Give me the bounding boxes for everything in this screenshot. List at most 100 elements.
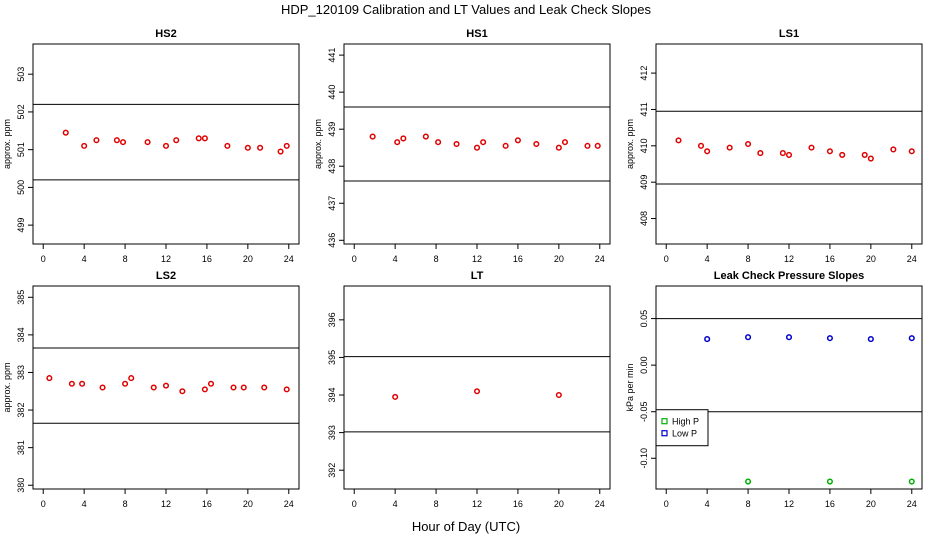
series-0-point [81, 142, 88, 149]
y-tick-label: 392 [327, 463, 337, 478]
series-0-point [697, 142, 705, 149]
x-tick-label: 16 [513, 499, 523, 509]
series-0-point [179, 388, 186, 395]
x-tick-label: 4 [393, 254, 398, 264]
x-tick-label: 12 [472, 254, 482, 264]
panel-title: LS2 [156, 270, 176, 282]
x-tick-label: 0 [352, 254, 357, 264]
legend-box [655, 409, 709, 447]
series-0-point [435, 139, 442, 146]
y-tick-label: 385 [16, 290, 26, 305]
series-0-point [244, 144, 251, 151]
x-tick-label: 8 [434, 254, 439, 264]
series-0-point [144, 139, 151, 146]
series-0-point [826, 148, 833, 155]
y-tick-label: 383 [16, 365, 26, 380]
y-axis-label: approx. ppm [2, 362, 12, 412]
x-tick-label: 24 [284, 499, 294, 509]
x-tick-label: 16 [202, 254, 212, 264]
y-tick-label: 501 [16, 142, 26, 157]
series-0-point [584, 142, 591, 149]
x-tick-label: 20 [554, 254, 564, 264]
y-tick-label: 396 [327, 312, 337, 327]
series-0-point [726, 144, 733, 151]
low-p-point [785, 334, 793, 341]
series-0-point [201, 386, 208, 393]
series-0-point [473, 144, 481, 151]
series-0-point [173, 137, 180, 144]
x-tick-label: 20 [243, 499, 253, 509]
y-tick-label: 381 [16, 440, 26, 455]
y-axis-label: kPa per min [625, 363, 635, 411]
series-0-point [779, 150, 786, 157]
panel-1: HS2 approx. ppm 0 4 8 12 16 20 24 499 500 501 502 503 [2, 28, 300, 264]
panel-title: LT [471, 270, 484, 282]
x-tick-label: 4 [705, 499, 710, 509]
series-0-point [745, 140, 752, 148]
panel-title: HS1 [466, 28, 487, 40]
y-tick-label: 382 [16, 403, 26, 418]
plot-frame [655, 285, 923, 490]
x-tick-label: 24 [595, 499, 605, 509]
series-0-point [68, 380, 75, 387]
y-tick-label: 380 [16, 478, 26, 493]
y-tick-label: 412 [639, 66, 649, 81]
series-0-point [757, 150, 764, 157]
x-tick-label: 8 [123, 254, 128, 264]
x-tick-label: 16 [202, 499, 212, 509]
x-tick-label: 12 [784, 254, 794, 264]
y-tick-label: 439 [327, 122, 337, 137]
x-tick-label: 4 [705, 254, 710, 264]
low-p-point [908, 335, 915, 342]
y-tick-label: 384 [16, 327, 26, 342]
y-tick-label: 394 [327, 388, 337, 403]
plot-frame [343, 43, 611, 245]
y-tick-label: 395 [327, 350, 337, 365]
y-tick-label: -0.05 [639, 401, 649, 422]
series-0-point [422, 133, 429, 140]
legend-label: Low P [672, 429, 697, 439]
y-tick-label: 393 [327, 425, 337, 440]
panel-5: LT 0 4 8 12 16 20 24 392 393 394 395 396 [327, 270, 611, 509]
figure-title: HDP_120109 Calibration and LT Values and… [281, 2, 652, 17]
series-0-point [122, 380, 129, 387]
legend-swatch [661, 418, 668, 425]
legend: High P Low P [655, 409, 709, 447]
y-tick-label: 438 [327, 159, 337, 174]
series-0-point [195, 135, 202, 142]
series-0-point [46, 375, 53, 382]
y-tick-label: 500 [16, 180, 26, 195]
panel-title: LS1 [779, 28, 799, 40]
legend-label: High P [672, 417, 699, 427]
y-tick-label: 441 [327, 48, 337, 63]
series-0-point [128, 375, 135, 382]
x-tick-label: 24 [284, 254, 294, 264]
series-0-point [201, 135, 208, 142]
series-0-point [162, 142, 170, 149]
series-0-point [62, 129, 69, 136]
y-tick-label: 408 [639, 211, 649, 226]
high-p-point [826, 478, 833, 485]
x-tick-label: 20 [866, 254, 876, 264]
y-axis-label: approx. ppm [313, 119, 323, 169]
x-tick-label: 0 [41, 254, 46, 264]
series-0-point [113, 137, 120, 144]
series-0-point [480, 139, 487, 146]
x-tick-label: 12 [472, 499, 482, 509]
series-0-point [261, 384, 268, 391]
x-tick-label: 8 [123, 499, 128, 509]
x-tick-label: 20 [554, 499, 564, 509]
x-tick-label: 0 [41, 499, 46, 509]
series-0-point [453, 140, 460, 148]
series-0-point [119, 139, 127, 146]
x-tick-label: 8 [746, 254, 751, 264]
series-0-point [277, 148, 284, 155]
x-tick-label: 16 [825, 499, 835, 509]
x-tick-label: 20 [243, 254, 253, 264]
series-0-point [240, 384, 247, 391]
y-tick-label: 409 [639, 175, 649, 190]
series-0-point [473, 388, 481, 395]
series-0-point [230, 384, 237, 391]
series-0-point [785, 151, 793, 158]
series-0-point [257, 144, 264, 151]
